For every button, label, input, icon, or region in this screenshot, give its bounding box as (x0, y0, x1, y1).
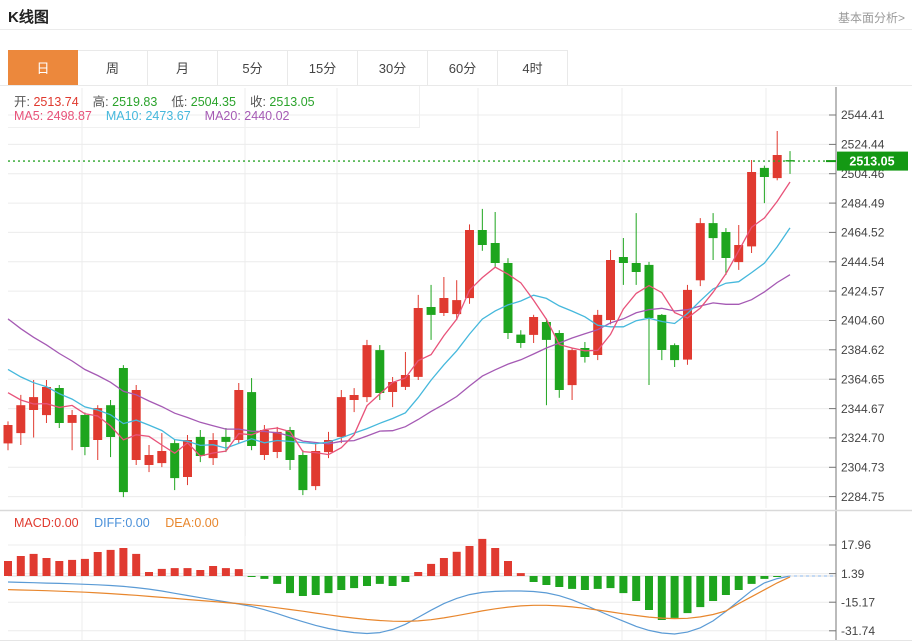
info-value: 2513.05 (265, 95, 315, 109)
tab-60分[interactable]: 60分 (428, 50, 498, 86)
info-pair: MA5: 2498.87 (14, 109, 92, 123)
info-label: MA5: (14, 109, 44, 123)
period-tabs: 日周月 5分 15分 30分 60分 4时 (8, 50, 568, 86)
svg-text:2304.73: 2304.73 (841, 461, 885, 475)
tabs-divider (0, 85, 912, 86)
info-value: 2473.67 (142, 109, 191, 123)
tab-日[interactable]: 日 (8, 50, 78, 86)
svg-text:2444.54: 2444.54 (841, 255, 885, 269)
ohlc-info-row: 开: 2513.74 高: 2519.83 低: 2504.35 收: 2513.05 (14, 91, 329, 110)
tab-15分[interactable]: 15分 (288, 50, 358, 86)
info-value: 2519.83 (108, 95, 158, 109)
svg-text:2364.65: 2364.65 (841, 372, 885, 386)
tab-月[interactable]: 月 (148, 50, 218, 86)
info-pair: 低: 2504.35 (171, 95, 236, 109)
info-panel-border (8, 86, 420, 128)
tab-4时[interactable]: 4时 (498, 50, 568, 86)
info-pair: 高: 2519.83 (93, 95, 158, 109)
svg-text:2464.52: 2464.52 (841, 226, 885, 240)
header: K线图 基本面分析> (0, 0, 912, 30)
dea-label: DEA: (165, 516, 195, 530)
diff-value-pair: DIFF:0.00 (94, 516, 150, 530)
info-pair: 收: 2513.05 (250, 95, 315, 109)
svg-text:2344.67: 2344.67 (841, 402, 885, 416)
tab-30分[interactable]: 30分 (358, 50, 428, 86)
info-value: 2498.87 (43, 109, 92, 123)
page-title: K线图 (8, 9, 49, 26)
info-label: 低: (171, 95, 188, 109)
svg-text:2284.75: 2284.75 (841, 490, 885, 504)
info-pair: MA10: 2473.67 (106, 109, 191, 123)
info-label: MA10: (105, 109, 142, 123)
svg-text:2384.62: 2384.62 (841, 343, 885, 357)
svg-text:2424.57: 2424.57 (841, 284, 885, 298)
diff-label: DIFF: (94, 516, 126, 530)
svg-text:2544.41: 2544.41 (841, 108, 885, 122)
svg-text:2324.70: 2324.70 (841, 431, 885, 445)
info-label: 开: (14, 95, 30, 109)
svg-text:2404.60: 2404.60 (841, 314, 885, 328)
macd-panel-border (8, 511, 246, 536)
svg-text:2484.49: 2484.49 (841, 196, 885, 210)
info-label: 高: (92, 95, 109, 109)
svg-text:-31.74: -31.74 (841, 624, 875, 638)
macd-legend: MACD:0.00 DIFF:0.00 DEA:0.00 (14, 516, 231, 530)
svg-text:-15.17: -15.17 (841, 595, 875, 609)
svg-text:17.96: 17.96 (841, 538, 871, 552)
info-value: 2504.35 (187, 95, 236, 109)
info-value: 2513.74 (29, 95, 79, 109)
info-pair: 开: 2513.74 (14, 95, 79, 109)
ma-info-row: MA5: 2498.87 MA10: 2473.67 MA20: 2440.02 (14, 109, 303, 123)
info-label: 收: (249, 95, 266, 109)
info-label: MA20: (204, 109, 241, 123)
tab-5分[interactable]: 5分 (218, 50, 288, 86)
macd-value: 0.00 (54, 516, 79, 530)
diff-value: 0.00 (125, 516, 150, 530)
tab-周[interactable]: 周 (78, 50, 148, 86)
fundamental-analysis-link[interactable]: 基本面分析> (837, 11, 905, 25)
macd-value-pair: MACD:0.00 (14, 516, 79, 530)
info-pair: MA20: 2440.02 (205, 109, 290, 123)
svg-text:2524.44: 2524.44 (841, 138, 885, 152)
current-price-label: 2513.05 (849, 155, 894, 169)
svg-text:1.39: 1.39 (841, 567, 865, 581)
dea-value: 0.00 (194, 516, 219, 530)
macd-label: MACD: (14, 516, 55, 530)
dea-value-pair: DEA:0.00 (165, 516, 219, 530)
info-value: 2440.02 (240, 109, 290, 123)
